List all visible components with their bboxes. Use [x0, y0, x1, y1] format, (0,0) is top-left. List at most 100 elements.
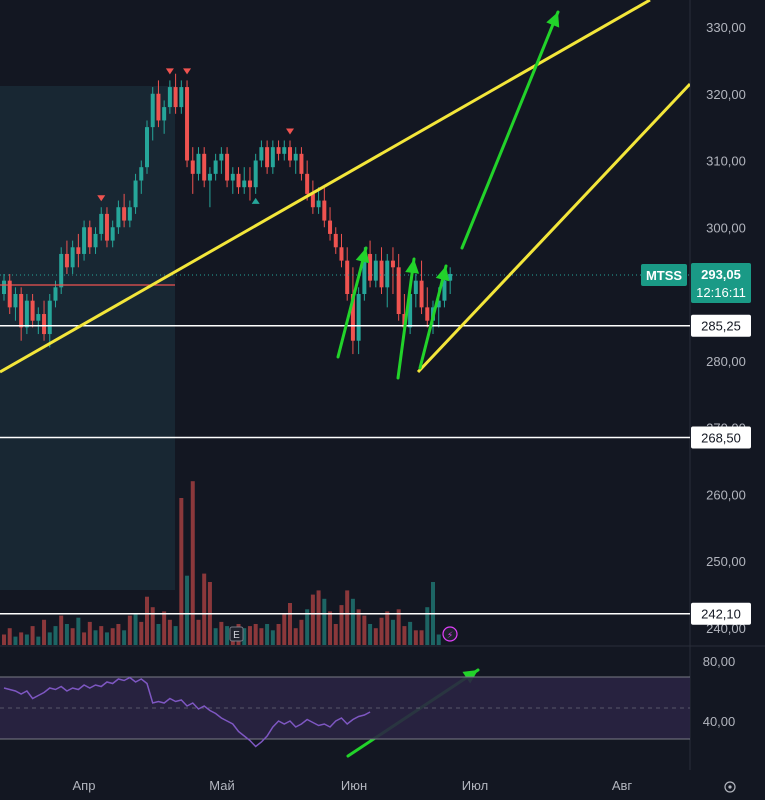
volume-bar: [322, 598, 327, 645]
volume-bar: [185, 575, 190, 645]
candle: [196, 147, 201, 181]
volume-bar: [362, 615, 367, 645]
green-arrow[interactable]: [460, 10, 560, 250]
volume-bar: [156, 624, 161, 645]
price-tick-label: 260,00: [706, 487, 746, 502]
green-arrow[interactable]: [418, 264, 450, 370]
candle: [396, 253, 401, 321]
volume-bar: [24, 634, 29, 645]
candle: [24, 294, 29, 335]
volume-bar: [70, 628, 75, 645]
settings-icon[interactable]: [724, 781, 736, 793]
candle: [167, 80, 172, 114]
earnings-badge[interactable]: E: [229, 626, 244, 642]
candle: [390, 247, 395, 294]
green-arrow[interactable]: [336, 246, 370, 359]
rsi-axis[interactable]: 80,00 40,00: [703, 654, 736, 729]
volume-bar: [219, 621, 224, 645]
candle: [288, 140, 292, 168]
volume-bar: [19, 632, 24, 645]
lower-trend-line[interactable]: [416, 82, 690, 374]
volume-bar: [150, 607, 155, 645]
volume-bar: [282, 613, 287, 645]
volume-bar: [225, 626, 230, 645]
candle: [322, 187, 327, 228]
symbol-tag[interactable]: MTSS: [641, 264, 687, 286]
candle: [219, 147, 224, 174]
volume-bar: [242, 628, 247, 645]
volume-bar: [299, 619, 304, 645]
level-line[interactable]: 242,10: [0, 602, 751, 625]
volume-bar: [76, 617, 81, 645]
candle: [110, 220, 115, 248]
volume-bar: [202, 573, 207, 645]
volume-bar: [408, 621, 413, 645]
volume-bar: [419, 630, 424, 645]
candle: [276, 140, 281, 161]
price-tick-label: 280,00: [706, 354, 746, 369]
candle: [30, 294, 35, 328]
dividend-badge-icon: ⚡: [447, 631, 453, 641]
volume-bar: [385, 611, 390, 645]
volume-bar: [2, 634, 6, 645]
volume-bar: [87, 621, 92, 645]
volume-bar: [259, 628, 264, 645]
upper-trend-line[interactable]: [0, 0, 651, 374]
volume-bar: [145, 596, 149, 645]
time-tick-label: Июл: [462, 778, 488, 793]
candle: [242, 167, 247, 194]
candle: [213, 153, 218, 181]
rsi-pane[interactable]: [0, 676, 690, 748]
volume-bar: [436, 634, 441, 645]
sell-marker: [165, 68, 174, 75]
rsi-tick-label: 80,00: [703, 654, 736, 669]
horizontal-levels: 285,25 268,50 242,10: [0, 314, 751, 625]
volume-bar: [333, 624, 338, 645]
candle: [42, 300, 47, 341]
volume-bar: [196, 619, 201, 645]
volume-bar: [293, 628, 298, 645]
candle: [373, 253, 378, 288]
volume-bar: [288, 603, 292, 645]
candle: [179, 80, 184, 114]
candle: [173, 73, 178, 114]
dividend-badge[interactable]: ⚡: [442, 626, 458, 642]
candle: [185, 80, 190, 168]
candle: [47, 294, 52, 348]
volume-bar: [36, 636, 41, 645]
candlestick-series: [2, 73, 453, 355]
volume-bar: [328, 611, 333, 645]
candle: [190, 147, 195, 194]
candle: [259, 140, 264, 168]
time-tick-label: Авг: [612, 778, 633, 793]
green-arrow[interactable]: [396, 257, 420, 380]
candle: [316, 187, 321, 214]
volume-bar: [162, 611, 167, 645]
level-value: 285,25: [701, 319, 741, 334]
level-line[interactable]: 268,50: [0, 426, 751, 449]
candle: [425, 287, 430, 328]
volume-bar: [213, 628, 218, 645]
candle: [13, 287, 18, 321]
candle: [36, 307, 41, 335]
volume-bar: [425, 607, 430, 645]
time-axis[interactable]: Апр Май Июн Июл Авг: [73, 778, 633, 793]
volume-bar: [310, 594, 315, 645]
time-tick-label: Июн: [341, 778, 367, 793]
volume-bar: [173, 626, 178, 645]
event-badges: E ⚡: [229, 626, 458, 642]
candle: [70, 240, 75, 274]
trend-lines: [0, 0, 690, 374]
candle: [356, 287, 361, 355]
candle: [247, 167, 252, 201]
price-axis[interactable]: 330,00320,00310,00300,00290,00280,00270,…: [706, 20, 746, 636]
last-price-tag[interactable]: 293,05 12:16:11: [691, 263, 751, 303]
candle: [293, 147, 298, 174]
volume-bar: [93, 630, 98, 645]
symbol-label: MTSS: [646, 268, 682, 283]
candle: [87, 220, 92, 254]
price-tick-label: 330,00: [706, 20, 746, 35]
candle: [19, 287, 24, 341]
